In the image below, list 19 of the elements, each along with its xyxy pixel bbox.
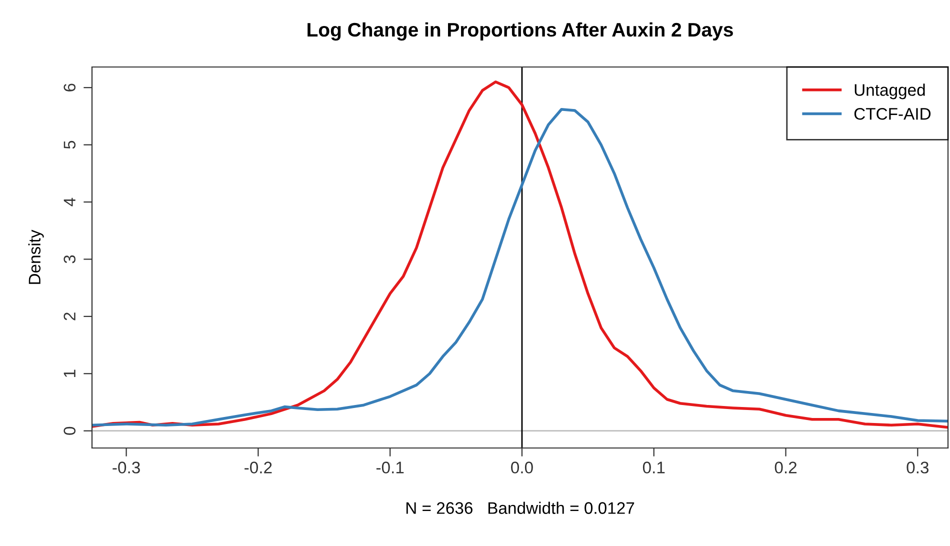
legend-label: CTCF-AID [854, 108, 931, 120]
y-tick-label: 3 [64, 255, 76, 264]
x-tick-label: 0.2 [774, 462, 797, 474]
x-tick-label: 0.1 [642, 462, 665, 474]
y-tick-label: 5 [64, 140, 76, 149]
y-tick-label: 1 [64, 370, 76, 377]
chart-title: Log Change in Proportions After Auxin 2 Days [308, 22, 733, 41]
y-tick-label: 4 [64, 198, 76, 206]
y-tick-label: 6 [64, 84, 76, 92]
x-tick-label: 0.3 [906, 462, 929, 474]
legend-label: Untagged [854, 84, 925, 100]
x-tick-label: -0.1 [376, 462, 404, 474]
x-axis-title: N = 2636 Bandwidth = 0.0127 [406, 502, 634, 514]
y-tick-label: 2 [64, 312, 76, 320]
x-tick-label: -0.2 [244, 462, 272, 474]
y-axis-title: Density [28, 230, 44, 284]
x-tick-label: -0.3 [112, 462, 140, 474]
x-tick-label: 0.0 [511, 462, 533, 474]
y-tick-label: 0 [64, 426, 76, 435]
